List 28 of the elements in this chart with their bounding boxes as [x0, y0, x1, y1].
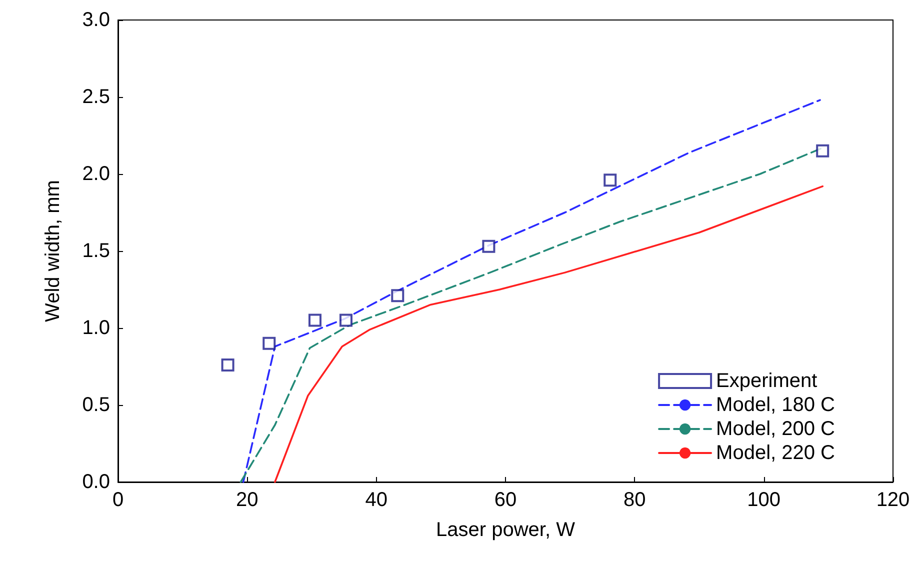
point: [391, 289, 404, 302]
legend-label: Model, 220 C: [716, 442, 836, 464]
x-axis-title: Laser power, W: [436, 519, 576, 541]
point: [816, 144, 830, 158]
x-tick-label: 40: [365, 489, 388, 511]
point: [482, 240, 496, 253]
y-tick-label: 0.5: [82, 394, 110, 416]
y-axis-title: Weld width, mm: [42, 180, 64, 322]
y-tick-label: 2.0: [82, 163, 110, 185]
point: [339, 314, 352, 327]
point: [604, 174, 617, 187]
x-tick-label: 60: [494, 489, 517, 511]
y-tick-label: 1.5: [82, 240, 110, 262]
point: [262, 336, 276, 350]
x-tick-label: 20: [236, 489, 258, 511]
point: [308, 314, 322, 327]
legend-label: Model, 180 C: [716, 394, 836, 416]
x-tick-label: 100: [747, 489, 781, 511]
point: [221, 358, 234, 372]
y-tick-label: 3.0: [82, 9, 110, 31]
legend-label: Model, 200 C: [716, 418, 836, 440]
y-tick-label: 2.5: [82, 86, 110, 108]
x-tick-label: 80: [624, 489, 646, 511]
legend-label: Experiment: [716, 370, 818, 392]
y-tick-label: 0.0: [82, 471, 110, 493]
x-tick-label: 0: [112, 489, 124, 511]
y-tick-label: 1.0: [82, 317, 110, 339]
x-tick-label: 120: [876, 489, 910, 511]
